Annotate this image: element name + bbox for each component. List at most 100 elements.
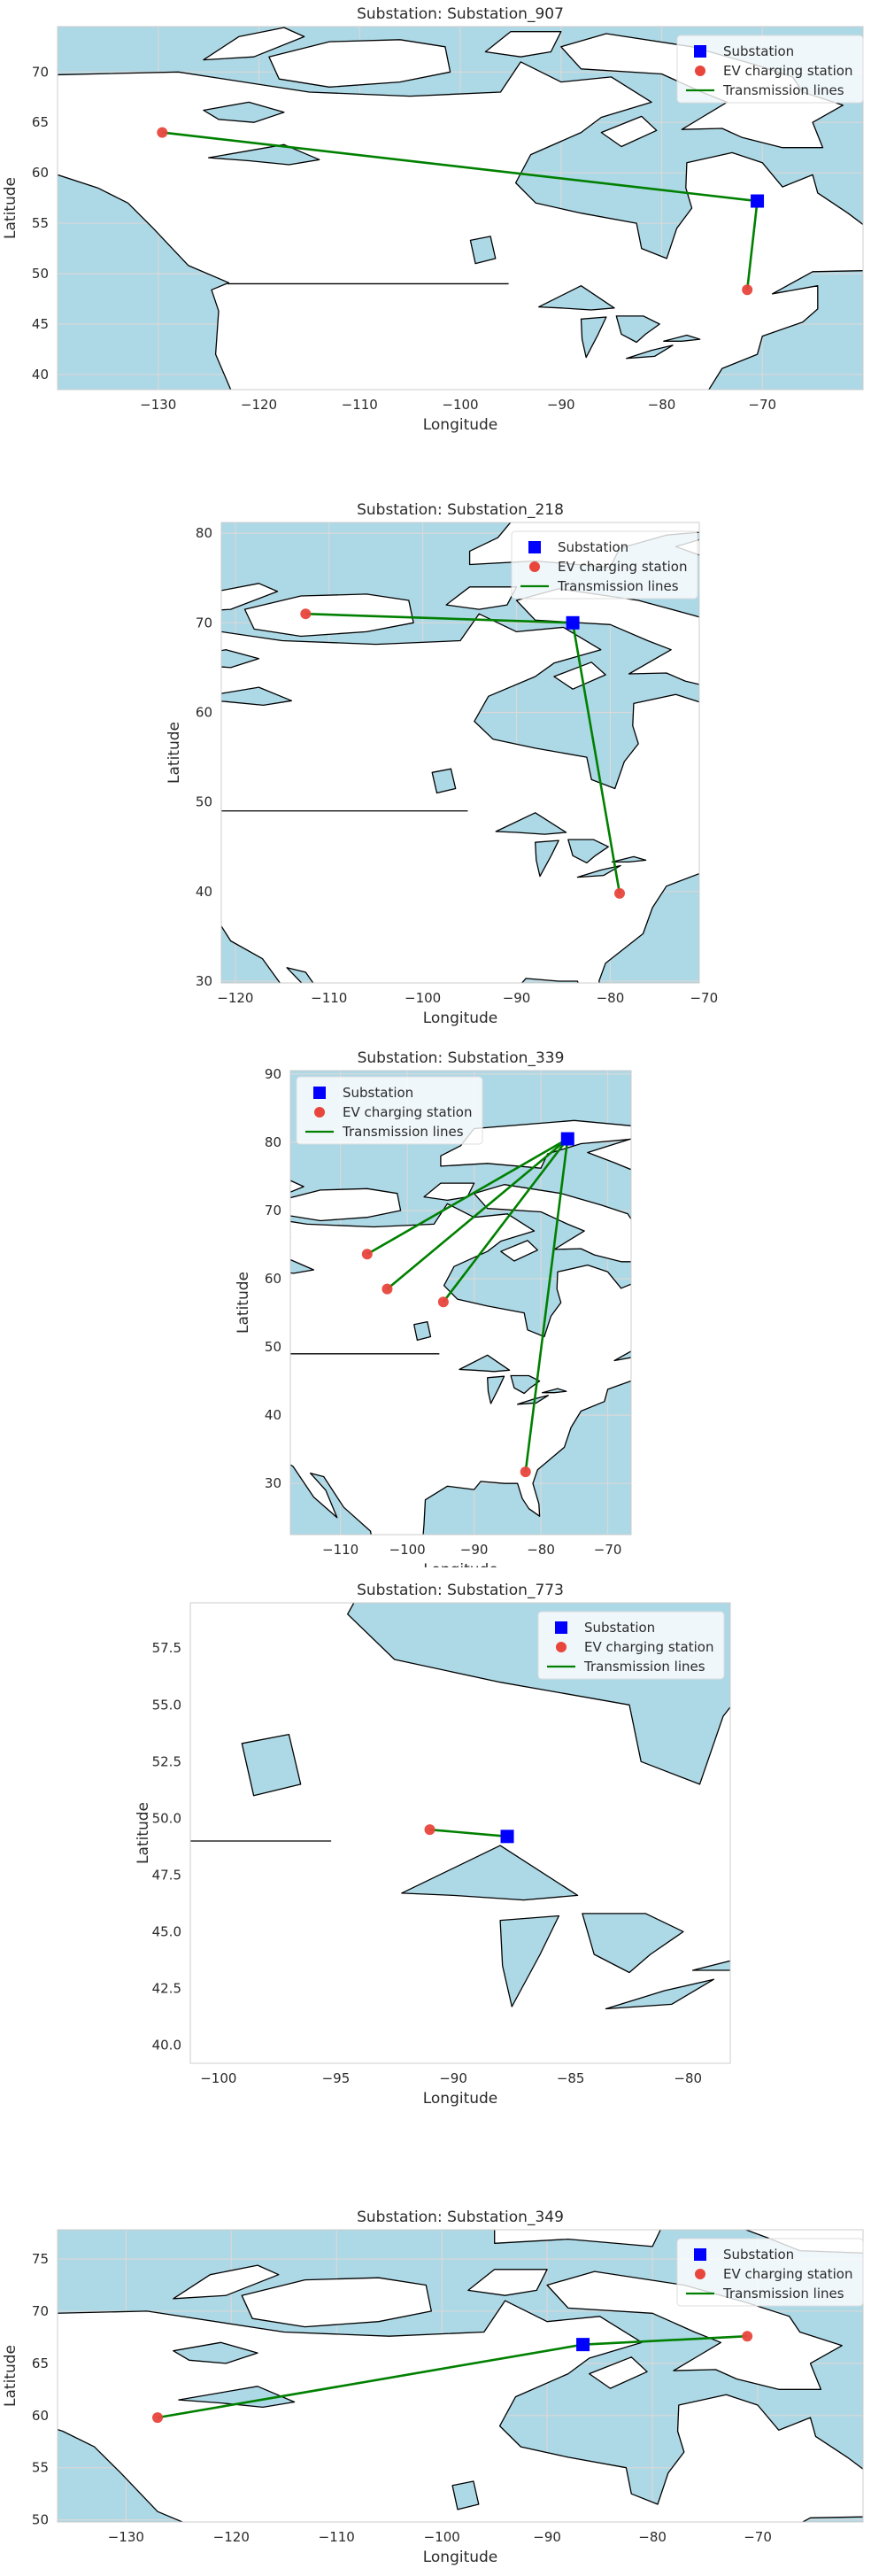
lake (221, 649, 260, 669)
y-tick-label: 70 (32, 64, 49, 80)
landmass (805, 788, 867, 832)
map-chart-218: Substation: Substation_218 −120 −110 −100 −9… (166, 501, 867, 1027)
lake (413, 1320, 432, 1342)
plot-frame (289, 1070, 632, 1536)
legend-box (676, 2238, 864, 2307)
landmass (203, 27, 305, 61)
lake (582, 1913, 684, 1974)
transmission-line (386, 1138, 569, 1290)
y-tick-label: 30 (265, 1475, 281, 1491)
legend-substation-swatch (528, 541, 541, 553)
plot-frame (220, 522, 700, 984)
lake (431, 768, 457, 794)
landmass (241, 2277, 432, 2328)
lake (611, 855, 647, 863)
legend-substation-label: Substation (584, 1620, 655, 1636)
chart-legend: Substation EV charging station Transmissio… (511, 530, 698, 600)
ev-station-point (424, 1824, 436, 1836)
y-tick-label: 47.5 (152, 1867, 181, 1883)
landmass (679, 1336, 723, 1369)
legend-substation-label: Substation (343, 1085, 413, 1101)
y-tick-label: 52.5 (152, 1753, 181, 1769)
x-tick-label: −120 (217, 990, 253, 1006)
y-tick-label: 60 (265, 1271, 281, 1287)
lake (535, 839, 559, 878)
lake (605, 1978, 715, 2010)
transmission-line (429, 1828, 508, 1838)
legend-ev-label: EV charging station (723, 63, 852, 79)
y-tick-label: 60 (32, 2408, 49, 2424)
y-tick-label: 80 (265, 1134, 281, 1150)
landmass (515, 588, 699, 685)
y-tick-label: 40.0 (152, 2038, 181, 2054)
x-axis-label: Longitude (423, 1010, 498, 1027)
y-tick-label: 70 (265, 1203, 281, 1218)
legend-box (296, 1076, 483, 1145)
legend-lines-label: Transmission lines (722, 2286, 844, 2301)
y-tick-label: 50 (265, 1339, 281, 1355)
lake (567, 839, 609, 864)
lake (663, 334, 701, 342)
lake (241, 1733, 302, 1797)
x-tick-label: −80 (674, 2070, 702, 2086)
legend-ev-label: EV charging station (723, 2266, 852, 2282)
y-tick-label: 90 (265, 1066, 281, 1082)
y-tick-label: 65 (32, 114, 49, 130)
transmission-line (305, 612, 574, 624)
x-tick-label: −70 (748, 397, 776, 413)
lake (290, 1237, 291, 1239)
y-tick-label: 40 (265, 1407, 281, 1423)
lake (626, 344, 674, 360)
map-chart-773: Substation: Substation_773−100 −95 −90 −85−… (135, 1582, 731, 2108)
y-tick-label: 80 (196, 525, 212, 541)
lake (615, 315, 660, 344)
x-tick-label: −100 (389, 1542, 426, 1558)
lake (487, 1375, 505, 1404)
chart-title: Substation: Substation_349 (357, 2209, 564, 2226)
landmass (473, 1184, 631, 1263)
chart-title: Substation: Substation_773 (357, 1582, 564, 1599)
y-tick-label: 50.0 (152, 1810, 181, 1826)
y-tick-label: 45 (32, 316, 49, 332)
y-tick-label: 60 (196, 704, 212, 720)
x-tick-label: −80 (597, 990, 625, 1006)
ev-station-point (742, 2331, 753, 2342)
lake (510, 1374, 541, 1395)
y-tick-label: 45.0 (152, 1923, 181, 1939)
transmission-line (524, 1138, 569, 1473)
legend-box (511, 530, 698, 600)
lake (173, 2341, 258, 2364)
x-tick-label: −90 (547, 397, 575, 413)
landmass (268, 39, 451, 88)
landmass (221, 613, 699, 983)
x-tick-label: −90 (533, 2529, 561, 2545)
x-tick-label: −80 (638, 2529, 667, 2545)
y-tick-label: 50 (196, 794, 212, 810)
legend-substation-swatch (313, 1087, 326, 1099)
landmass (553, 661, 606, 690)
lake (576, 864, 621, 878)
plot-area (290, 1071, 723, 1535)
y-tick-label: 57.5 (152, 1640, 181, 1656)
map-panel-907: Substation: Substation_907 −130 −120 −110 −1… (0, 0, 871, 460)
x-tick-label: −100 (442, 397, 478, 413)
ev-station-point (382, 1283, 393, 1295)
landmass (674, 538, 699, 556)
lake (605, 2564, 651, 2576)
x-tick-label: −120 (241, 397, 277, 413)
y-axis-label: Latitude (135, 1802, 152, 1864)
x-tick-label: −90 (460, 1542, 489, 1558)
substation-marker (566, 615, 580, 630)
ev-station-point (152, 2412, 164, 2424)
chart-title: Substation: Substation_218 (357, 501, 564, 519)
y-tick-label: 70 (32, 2303, 49, 2319)
plot-area (190, 1603, 730, 2063)
landmass (484, 31, 562, 58)
x-tick-label: −100 (424, 2529, 460, 2545)
x-axis-label: Longitude (423, 2549, 498, 2566)
transmission-line (571, 623, 621, 894)
transmission-line (745, 200, 759, 290)
lake (459, 1354, 511, 1373)
x-tick-label: −85 (557, 2070, 585, 2086)
lake (495, 812, 567, 835)
